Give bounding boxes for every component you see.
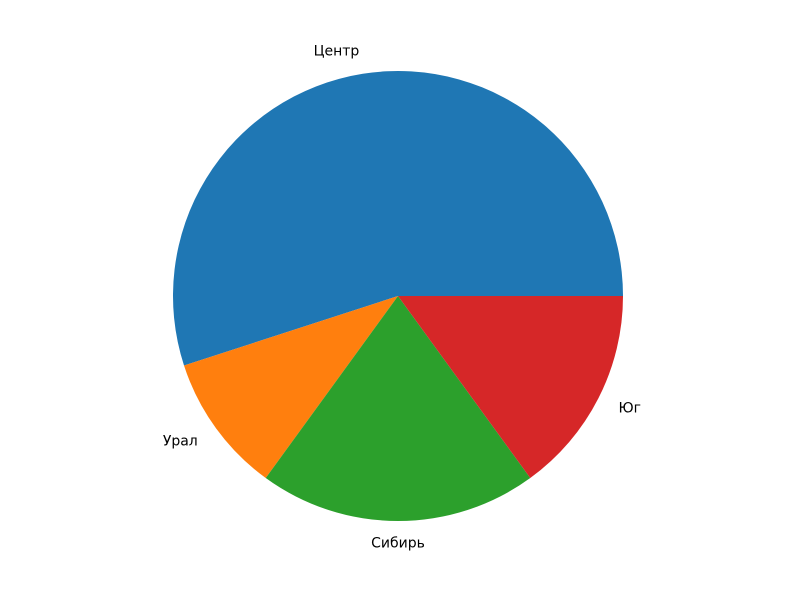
pie-label: Центр xyxy=(314,44,360,60)
pie-labels: Центр Урал Сибирь Юг xyxy=(163,44,641,552)
pie-label: Урал xyxy=(163,433,198,449)
pie-label: Юг xyxy=(619,400,641,416)
pie-slice-0 xyxy=(172,70,623,366)
pie-slice-3 xyxy=(398,296,623,479)
pie-slices xyxy=(172,70,623,521)
pie-label: Сибирь xyxy=(371,536,425,552)
pie-slice-2 xyxy=(265,296,531,521)
pie-slice-1 xyxy=(184,296,398,479)
